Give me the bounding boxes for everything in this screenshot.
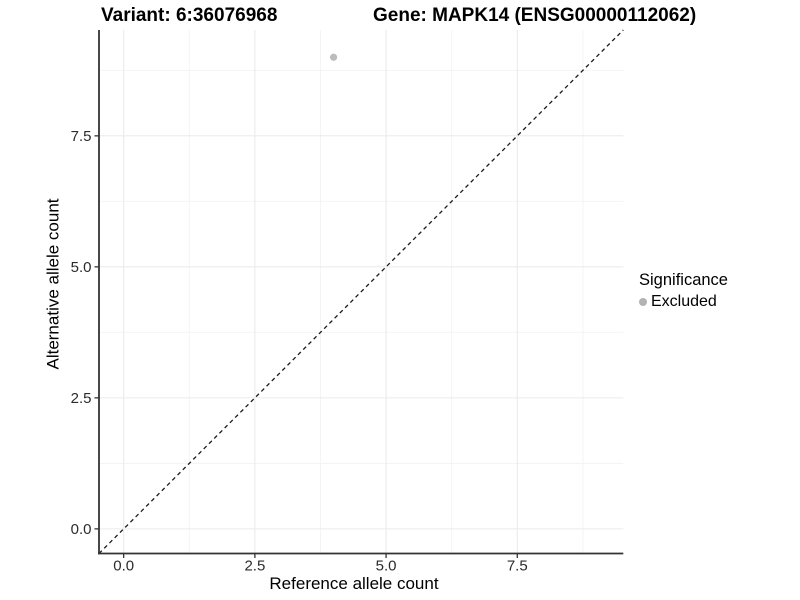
gene-title: Gene: MAPK14 (ENSG00000112062) [373,5,697,26]
legend-title: Significance [639,271,728,289]
y-axis-title: Alternative allele count [43,198,63,370]
y-tick-label: 7.5 [71,128,92,145]
variant-title: Variant: 6:36076968 [101,5,278,26]
data-point [329,53,338,61]
x-tick-label: 5.0 [376,558,397,575]
x-tick-label: 7.5 [507,558,528,575]
legend-item-excluded: Excluded [639,293,728,311]
x-tick-label: 0.0 [113,558,134,575]
x-axis-title: Reference allele count [269,574,439,593]
identity-reference-line [98,29,624,554]
y-tick-label: 5.0 [71,259,92,276]
legend-item-label: Excluded [651,293,717,311]
y-tick-label: 0.0 [71,521,92,538]
y-tick-label: 2.5 [71,390,92,407]
excluded-point-icon [639,297,647,306]
legend: Significance Excluded [639,271,728,311]
x-tick-label: 2.5 [244,558,265,575]
